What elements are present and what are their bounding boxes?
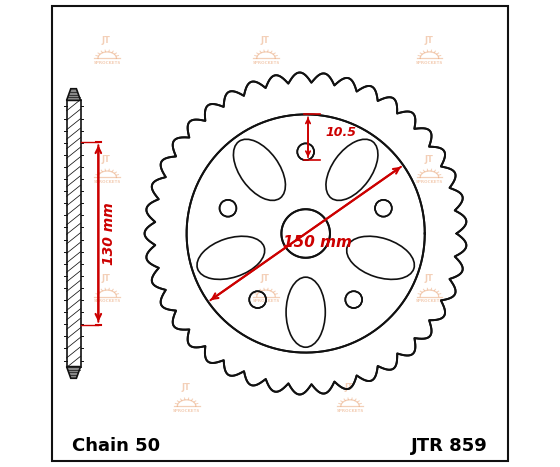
Text: SPROCKETS: SPROCKETS: [94, 61, 121, 65]
Text: 150 mm: 150 mm: [283, 235, 352, 250]
Text: JT: JT: [345, 383, 353, 392]
Text: Chain 50: Chain 50: [72, 437, 160, 455]
Text: JT: JT: [260, 155, 269, 163]
Text: 10.5: 10.5: [326, 126, 357, 139]
Ellipse shape: [326, 139, 378, 200]
Text: SPROCKETS: SPROCKETS: [416, 180, 443, 184]
Ellipse shape: [197, 236, 265, 279]
Text: JTR 859: JTR 859: [411, 437, 488, 455]
Text: JT: JT: [102, 155, 111, 163]
Text: JT: JT: [181, 383, 190, 392]
Text: SPROCKETS: SPROCKETS: [416, 61, 443, 65]
Text: JT: JT: [102, 274, 111, 283]
Text: 130 mm: 130 mm: [101, 202, 115, 265]
Bar: [67, 100, 81, 367]
Text: JT: JT: [424, 35, 433, 44]
Text: SPROCKETS: SPROCKETS: [94, 299, 121, 303]
Text: SPROCKETS: SPROCKETS: [94, 180, 121, 184]
Text: JT: JT: [424, 155, 433, 163]
Ellipse shape: [234, 139, 286, 200]
Ellipse shape: [286, 277, 325, 347]
Polygon shape: [67, 367, 81, 378]
Text: JT: JT: [424, 274, 433, 283]
Text: SPROCKETS: SPROCKETS: [337, 409, 363, 413]
Text: JT: JT: [102, 35, 111, 44]
Text: JT: JT: [260, 35, 269, 44]
Text: SPROCKETS: SPROCKETS: [173, 409, 200, 413]
Text: SPROCKETS: SPROCKETS: [253, 180, 279, 184]
Text: SPROCKETS: SPROCKETS: [416, 299, 443, 303]
Text: SPROCKETS: SPROCKETS: [253, 299, 279, 303]
Polygon shape: [67, 89, 81, 100]
Ellipse shape: [347, 236, 414, 279]
Text: JT: JT: [260, 274, 269, 283]
Text: SPROCKETS: SPROCKETS: [253, 61, 279, 65]
